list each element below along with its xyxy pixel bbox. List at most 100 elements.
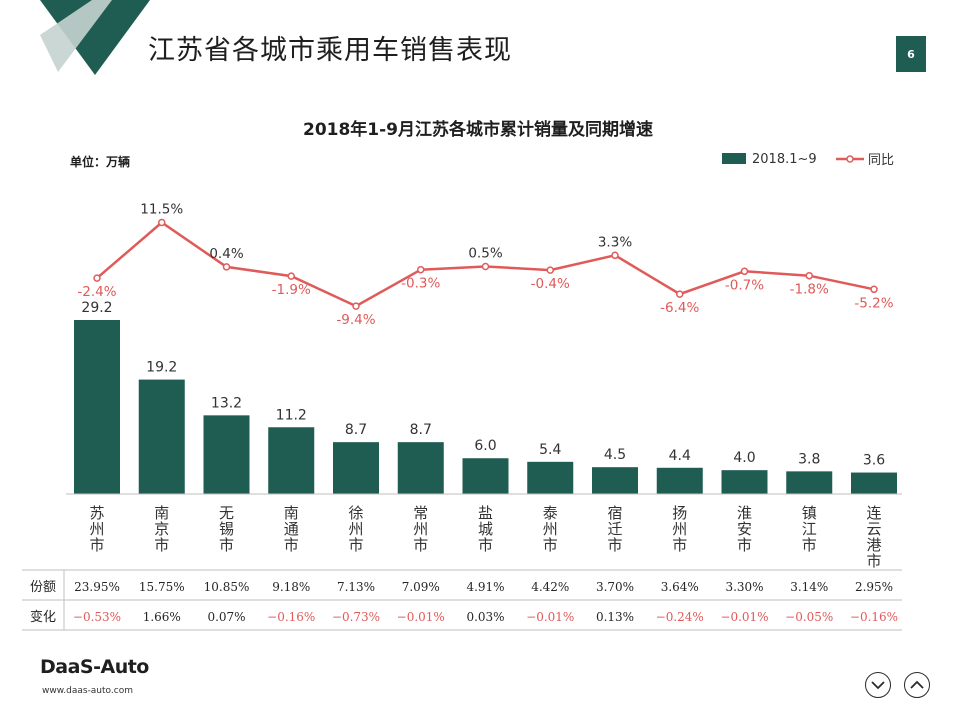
bar-value-label: 3.6 — [863, 453, 885, 469]
bar — [138, 379, 185, 494]
table-cell: −0.01% — [720, 610, 768, 624]
bar — [462, 458, 509, 494]
table-cell: −0.73% — [332, 610, 380, 624]
category-label-char: 市 — [219, 536, 234, 554]
growth-value-label: 3.3% — [598, 234, 632, 250]
table-cell: 15.75% — [139, 580, 185, 594]
category-label-char: 市 — [802, 536, 817, 554]
category-label-char: 无 — [219, 504, 234, 522]
growth-marker — [740, 267, 749, 276]
table-cell: −0.16% — [850, 610, 898, 624]
legend-line-marker — [846, 155, 854, 163]
growth-marker — [805, 271, 813, 280]
bar — [333, 442, 379, 494]
footer-logo-text: DaaS-Auto — [40, 656, 149, 678]
bar — [203, 415, 250, 494]
table-cell: 23.95% — [74, 580, 120, 594]
legend-bar-label: 2018.1~9 — [752, 152, 817, 167]
table-cell: 3.14% — [790, 580, 828, 594]
growth-marker — [870, 285, 878, 294]
table-cell: 0.13% — [596, 610, 634, 624]
category-label-char: 城 — [478, 520, 493, 538]
chevron-down-icon — [871, 681, 885, 690]
growth-marker — [93, 274, 101, 282]
legend: 2018.1~9 同比 — [722, 152, 894, 168]
growth-value-label: -0.4% — [531, 276, 570, 292]
bar-value-label: 19.2 — [146, 360, 177, 376]
bar-value-label: 3.8 — [798, 451, 820, 467]
bar — [527, 461, 574, 494]
bar — [721, 470, 768, 494]
category-label-char: 州 — [413, 520, 428, 538]
bar-value-label: 4.4 — [669, 448, 691, 464]
table-row-header: 份额 — [30, 580, 56, 595]
previous-page-button[interactable] — [904, 672, 930, 698]
category-label-char: 市 — [154, 536, 169, 554]
category-label-char: 淮 — [737, 504, 752, 522]
growth-marker — [352, 302, 360, 310]
category-label-char: 南 — [154, 504, 169, 522]
category-label-char: 连 — [866, 504, 881, 522]
bar-value-label: 5.4 — [539, 442, 561, 458]
growth-marker — [222, 263, 231, 271]
bar-value-label: 13.2 — [211, 395, 242, 411]
table-cell: 3.70% — [596, 580, 634, 594]
category-label-char: 盐 — [478, 504, 493, 522]
category-label-char: 江 — [802, 520, 817, 538]
growth-value-labels: -2.4% 11.5% 0.4% -1.9% -9.4% -0.3% 0.5% -0.4% 3.… — [77, 202, 893, 329]
category-label-char: 市 — [607, 536, 622, 554]
category-label-char: 市 — [866, 552, 881, 570]
table-cell: −0.24% — [656, 610, 704, 624]
table-cell: 3.64% — [661, 580, 699, 594]
table-cell: 4.91% — [466, 580, 504, 594]
growth-value-label: 0.5% — [468, 246, 502, 262]
category-label-char: 市 — [672, 536, 687, 554]
category-label-char: 市 — [737, 536, 752, 554]
growth-markers — [93, 218, 878, 310]
next-page-button[interactable] — [865, 672, 891, 698]
growth-marker — [546, 266, 554, 274]
table-cell: 2.95% — [855, 580, 893, 594]
category-label-char: 州 — [89, 520, 104, 538]
growth-value-label: -6.4% — [660, 300, 699, 316]
bar — [656, 467, 703, 494]
category-label-char: 云 — [866, 520, 881, 538]
chevron-up-icon — [910, 680, 924, 689]
category-label-char: 锡 — [219, 520, 234, 538]
category-label-char: 徐 — [348, 504, 363, 522]
footer-logo: DaaS-Auto — [40, 656, 149, 678]
growth-marker — [481, 262, 490, 271]
table-cell: 4.42% — [531, 580, 569, 594]
table-cell: −0.01% — [526, 610, 574, 624]
table-cell: 1.66% — [143, 610, 181, 624]
category-label-char: 港 — [866, 536, 881, 554]
growth-value-label: -2.4% — [77, 284, 116, 300]
bar-value-label: 29.2 — [81, 300, 112, 316]
page-number-badge: 6 — [896, 36, 926, 72]
category-label-char: 通 — [284, 520, 299, 538]
bar-value-label: 11.2 — [276, 407, 307, 423]
growth-marker — [676, 290, 684, 298]
category-label-char: 市 — [413, 536, 428, 554]
category-label-char: 迁 — [607, 520, 622, 538]
bar-value-label: 6.0 — [474, 438, 496, 454]
share-table: 23.95% −0.53% 15.75% 1.66% 10.85% 0.07% 9.18% −… — [30, 580, 898, 625]
corner-decoration — [40, 0, 150, 75]
bar — [851, 472, 897, 494]
table-cell: 0.07% — [207, 610, 245, 624]
bar-value-label: 4.5 — [604, 447, 626, 463]
category-label-char: 泰 — [543, 504, 558, 522]
category-label-char: 南 — [284, 504, 299, 522]
growth-marker — [611, 251, 619, 260]
category-label-char: 市 — [543, 536, 558, 554]
category-label-char: 州 — [348, 520, 363, 538]
legend-bar-swatch — [722, 153, 746, 164]
table-row-header: 变化 — [30, 609, 56, 625]
unit-label: 单位：万辆 — [70, 154, 130, 169]
bar-value-label: 8.7 — [410, 422, 432, 438]
category-label-char: 市 — [89, 536, 104, 554]
category-label-char: 安 — [737, 520, 752, 538]
bar-value-labels: 29.2 19.2 13.2 11.2 8.7 8.7 6.0 5.4 4.5 4.4 4.0 3.8… — [81, 300, 885, 469]
